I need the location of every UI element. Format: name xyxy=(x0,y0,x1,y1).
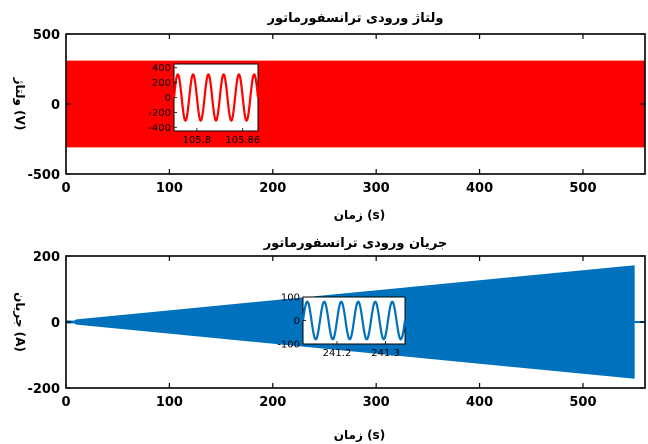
x-tick-label: 300 xyxy=(363,181,390,196)
chart-title: جریان ورودی ترانسفورماتور xyxy=(263,236,448,251)
y-tick-label: 0 xyxy=(51,316,60,331)
y-axis-label: ولتاژ (V) xyxy=(12,77,27,131)
x-tick-label: 300 xyxy=(363,395,390,410)
y-tick-label: 500 xyxy=(33,28,60,43)
y-tick-label: 0 xyxy=(51,98,60,113)
chart-title: ولتاژ ورودی ترانسفورماتور xyxy=(267,11,444,26)
x-tick-label: 200 xyxy=(259,395,286,410)
current-chart: جریان ورودی ترانسفورماتور 0 100 200 300 400 50… xyxy=(13,236,646,442)
inset-x-tick-label: 105.8 xyxy=(183,135,212,146)
x-tick-label: 0 xyxy=(61,395,70,410)
x-tick-label: 500 xyxy=(569,181,596,196)
inset-y-tick-label: 0 xyxy=(294,316,300,327)
inset-zoom-plot: 400 200 0 -200 -400 105.8 105.86 xyxy=(148,63,260,146)
x-tick-label: 400 xyxy=(466,395,493,410)
inset-y-tick-label: 400 xyxy=(152,63,171,74)
inset-y-tick-label: -100 xyxy=(277,340,300,351)
y-axis-label: جریان (A) xyxy=(13,292,27,352)
x-axis-label: زمان (s) xyxy=(334,428,385,442)
inset-x-tick-label: 241.2 xyxy=(323,348,352,359)
x-tick-label: 100 xyxy=(156,395,183,410)
inset-y-tick-label: 0 xyxy=(165,93,171,104)
x-tick-label: 200 xyxy=(259,181,286,196)
inset-y-tick-label: -400 xyxy=(148,123,171,134)
x-axis-label: زمان (s) xyxy=(334,208,385,222)
inset-x-tick-label: 105.86 xyxy=(225,135,260,146)
inset-y-tick-label: -200 xyxy=(148,108,171,119)
inset-y-tick-label: 200 xyxy=(152,78,171,89)
inset-waveform xyxy=(172,73,260,122)
x-tick-label: 500 xyxy=(569,395,596,410)
x-tick-label: 100 xyxy=(156,181,183,196)
x-tick-label: 400 xyxy=(466,181,493,196)
y-tick-label: 200 xyxy=(33,250,60,265)
y-tick-label: -500 xyxy=(27,168,60,183)
inset-x-tick-label: 241.3 xyxy=(371,348,400,359)
inset-zoom-plot: 100 0 -100 241.2 241.3 xyxy=(277,293,407,359)
inset-y-tick-label: 100 xyxy=(281,293,300,304)
voltage-chart: ولتاژ ورودی ترانسفورماتور 0 100 200 300 400 50… xyxy=(12,11,646,222)
y-tick-label: -200 xyxy=(27,382,60,397)
inset-waveform xyxy=(301,300,407,341)
x-tick-label: 0 xyxy=(61,181,70,196)
